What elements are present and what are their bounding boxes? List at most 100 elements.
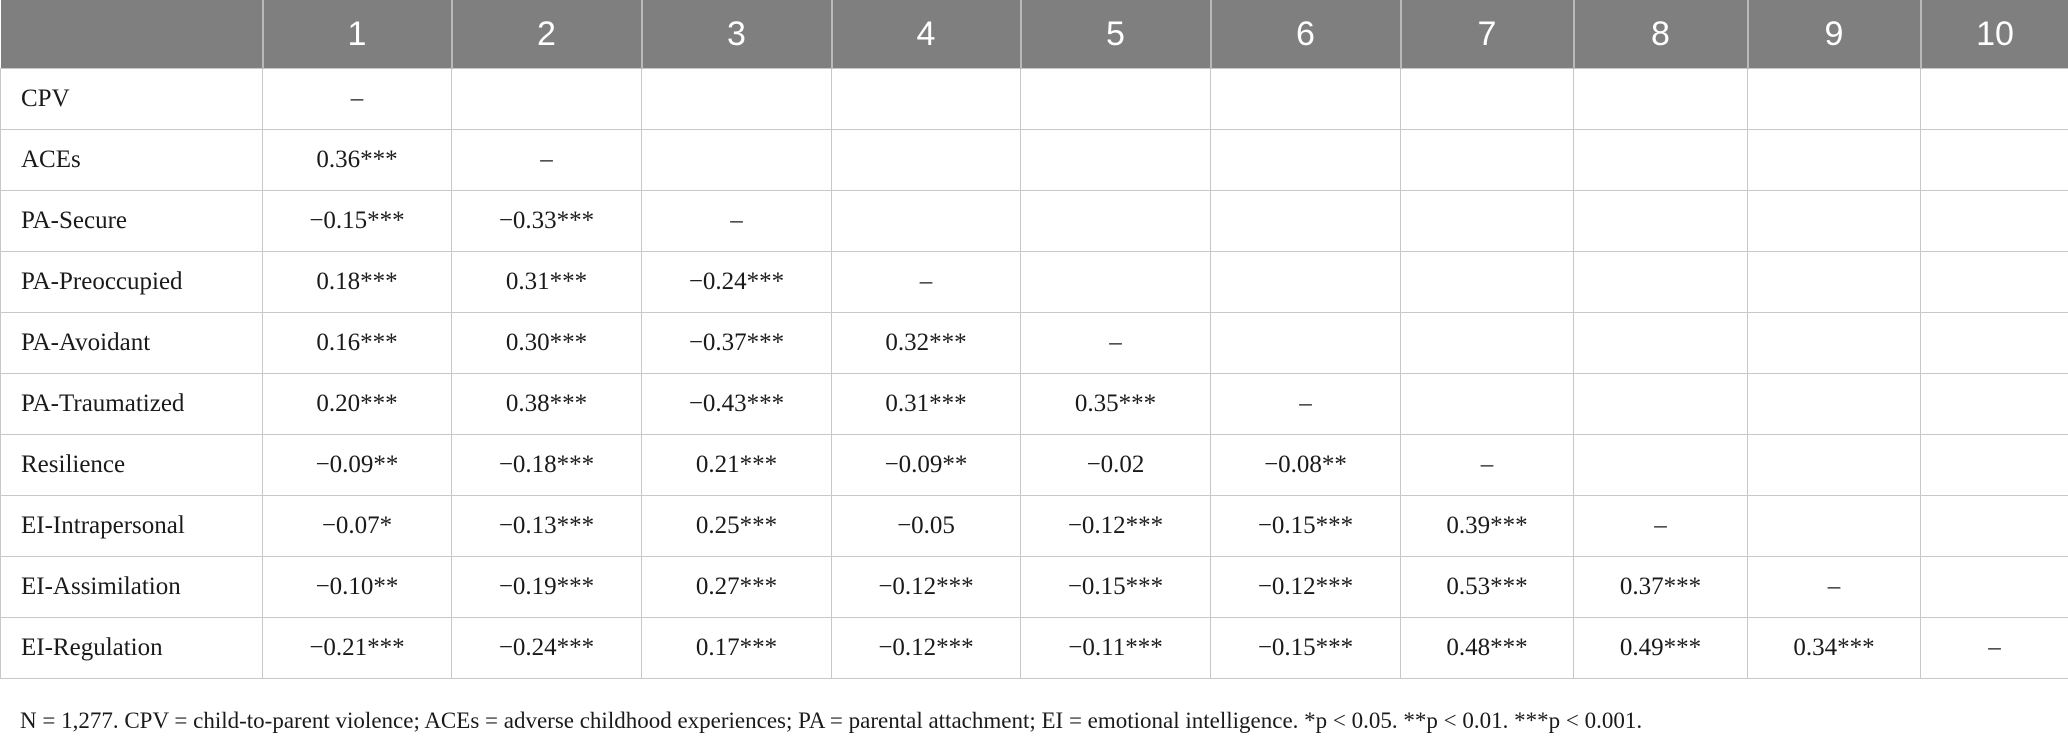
table-cell (1400, 312, 1574, 374)
table-cell: 0.34*** (1747, 617, 1921, 679)
row-label: EI-Assimilation (0, 556, 263, 618)
table-cell: −0.21*** (262, 617, 452, 679)
table-cell (1573, 129, 1748, 191)
table-cell: −0.19*** (451, 556, 642, 618)
table-cell (1210, 312, 1401, 374)
table-cell (1920, 251, 2068, 313)
row-label: EI-Intrapersonal (0, 495, 263, 557)
table-cell (831, 68, 1021, 130)
row-label: Resilience (0, 434, 263, 496)
table-cell (1920, 556, 2068, 618)
table-cell: −0.10** (262, 556, 452, 618)
table-cell (1920, 495, 2068, 557)
header-cell: 10 (1919, 0, 2068, 69)
table-cell: −0.15*** (1210, 495, 1401, 557)
table-cell: −0.02 (1020, 434, 1211, 496)
row-label: ACEs (0, 129, 263, 191)
table-cell: 0.25*** (641, 495, 832, 557)
table-cell: 0.16*** (262, 312, 452, 374)
table-cell: – (1573, 495, 1748, 557)
table-row: EI-Assimilation −0.10** −0.19*** 0.27*** −0.… (0, 556, 2068, 618)
table-row: PA-Preoccupied 0.18*** 0.31*** −0.24*** – (0, 251, 2068, 313)
table-cell (1573, 190, 1748, 252)
table-row: EI-Intrapersonal −0.07* −0.13*** 0.25*** −0.… (0, 495, 2068, 557)
table-cell: −0.15*** (1210, 617, 1401, 679)
table-cell (1210, 68, 1401, 130)
table-cell: −0.43*** (641, 373, 832, 435)
table-cell (1020, 129, 1211, 191)
table-cell (1400, 129, 1574, 191)
table-cell: −0.09** (831, 434, 1021, 496)
table-cell: 0.32*** (831, 312, 1021, 374)
table-cell: – (831, 251, 1021, 313)
table-cell: −0.12*** (1020, 495, 1211, 557)
table-cell: −0.37*** (641, 312, 832, 374)
table-cell (1920, 434, 2068, 496)
table-cell (1210, 251, 1401, 313)
table-cell: – (1210, 373, 1401, 435)
table-cell: 0.31*** (831, 373, 1021, 435)
table-cell: 0.37*** (1573, 556, 1748, 618)
table-cell: 0.35*** (1020, 373, 1211, 435)
table-cell (1573, 373, 1748, 435)
header-cell: 5 (1019, 0, 1211, 69)
table-cell (1747, 129, 1921, 191)
correlation-table: 1 2 3 4 5 6 7 8 9 10 CPV – ACEs 0.36*** – PA-… (0, 0, 2068, 679)
row-label: PA-Preoccupied (0, 251, 263, 313)
table-cell: −0.33*** (451, 190, 642, 252)
table-cell (1210, 190, 1401, 252)
table-cell (831, 190, 1021, 252)
table-cell (1747, 434, 1921, 496)
table-cell (641, 129, 832, 191)
table-cell: 0.17*** (641, 617, 832, 679)
row-label: PA-Avoidant (0, 312, 263, 374)
table-cell: 0.49*** (1573, 617, 1748, 679)
table-row: PA-Secure −0.15*** −0.33*** – (0, 190, 2068, 252)
table-row: ACEs 0.36*** – (0, 129, 2068, 191)
table-row: PA-Avoidant 0.16*** 0.30*** −0.37*** 0.32***… (0, 312, 2068, 374)
table-cell (1747, 251, 1921, 313)
header-cell: 4 (830, 0, 1021, 69)
header-cell: 9 (1746, 0, 1921, 69)
table-cell: 0.48*** (1400, 617, 1574, 679)
table-cell: 0.38*** (451, 373, 642, 435)
table-cell: – (641, 190, 832, 252)
table-cell (1920, 68, 2068, 130)
table-body: CPV – ACEs 0.36*** – PA-Secure −0.15*** −0.33**… (0, 68, 2068, 679)
table-cell: −0.08** (1210, 434, 1401, 496)
table-cell (1210, 129, 1401, 191)
table-row: Resilience −0.09** −0.18*** 0.21*** −0.09** −… (0, 434, 2068, 496)
table-cell (1400, 190, 1574, 252)
table-cell (1020, 68, 1211, 130)
table-cell: −0.12*** (831, 556, 1021, 618)
header-cell: 6 (1209, 0, 1401, 69)
table-cell: 0.20*** (262, 373, 452, 435)
header-cell: 2 (450, 0, 642, 69)
table-cell: −0.12*** (1210, 556, 1401, 618)
table-cell: −0.18*** (451, 434, 642, 496)
table-cell: −0.07* (262, 495, 452, 557)
table-cell: – (1400, 434, 1574, 496)
table-cell (1573, 68, 1748, 130)
table-cell: −0.09** (262, 434, 452, 496)
table-cell (1400, 251, 1574, 313)
table-cell: 0.39*** (1400, 495, 1574, 557)
table-cell (1400, 373, 1574, 435)
row-label: EI-Regulation (0, 617, 263, 679)
table-cell (831, 129, 1021, 191)
table-cell: 0.31*** (451, 251, 642, 313)
table-row: CPV – (0, 68, 2068, 130)
header-cell: 8 (1572, 0, 1748, 69)
table-cell (1747, 373, 1921, 435)
row-label: PA-Traumatized (0, 373, 263, 435)
table-cell: −0.24*** (641, 251, 832, 313)
table-cell: – (1920, 617, 2068, 679)
table-cell: – (1020, 312, 1211, 374)
table-cell (451, 68, 642, 130)
table-cell (1920, 190, 2068, 252)
table-cell (1920, 129, 2068, 191)
table-cell: −0.12*** (831, 617, 1021, 679)
table-row: EI-Regulation −0.21*** −0.24*** 0.17*** −0.1… (0, 617, 2068, 679)
table-cell (641, 68, 832, 130)
table-cell: −0.15*** (1020, 556, 1211, 618)
